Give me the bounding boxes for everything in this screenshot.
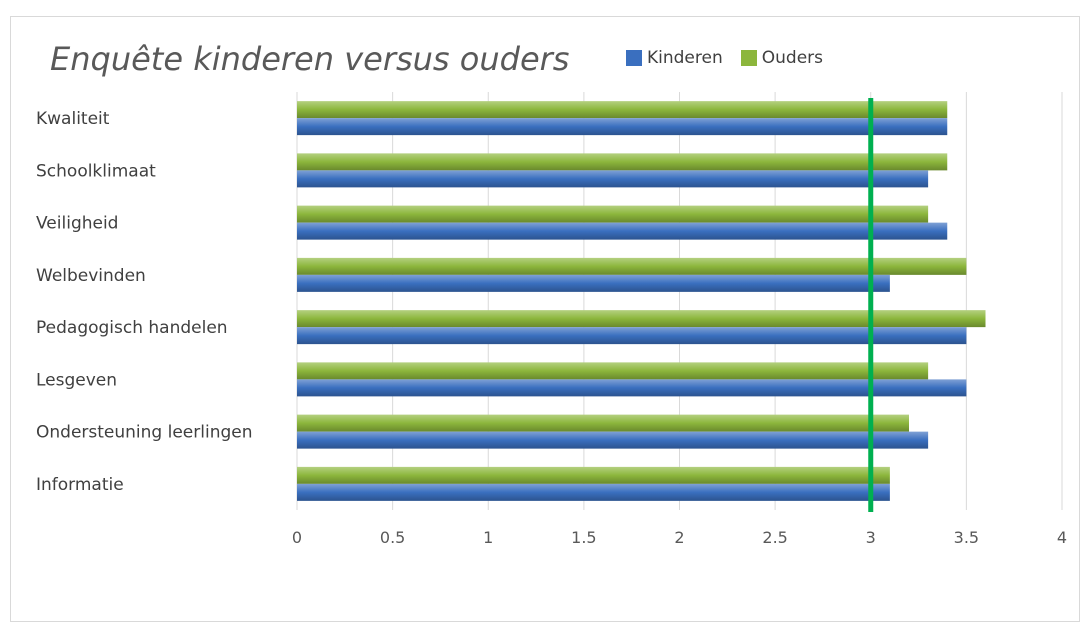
category-label-7: Informatie: [36, 475, 124, 495]
bar-ouders-3: [297, 257, 967, 275]
category-label-6: Ondersteuning leerlingen: [36, 423, 253, 443]
bar-ouders-1: [297, 153, 948, 171]
legend-swatch-ouders: [740, 50, 757, 66]
legend-label-ouders: Ouders: [761, 48, 824, 68]
category-label-3: Welbevinden: [36, 266, 146, 286]
x-tick-label-3: 1.5: [571, 528, 596, 547]
bar-ouders-2: [297, 205, 929, 223]
bar-ouders-0: [297, 101, 948, 119]
legend-item-kinderen: Kinderen: [626, 48, 723, 68]
bar-kinderen-0: [297, 118, 948, 136]
x-tick-label-6: 3: [866, 528, 876, 547]
x-tick-label-1: 0.5: [380, 528, 405, 547]
legend-swatch-kinderen: [626, 50, 642, 66]
bar-ouders-4: [297, 310, 986, 328]
legend-item-ouders: Ouders: [740, 48, 824, 68]
bar-kinderen-2: [297, 222, 948, 240]
x-tick-label-2: 1: [483, 528, 493, 547]
chart-title: Enquête kinderen versus ouders: [50, 40, 570, 78]
x-tick-label-4: 2: [674, 528, 684, 547]
bar-kinderen-1: [297, 170, 929, 188]
bar-ouders-6: [297, 414, 909, 432]
bar-kinderen-6: [297, 431, 929, 449]
x-tick-label-0: 0: [292, 528, 302, 547]
category-label-4: Pedagogisch handelen: [36, 318, 228, 338]
x-tick-label-5: 2.5: [762, 528, 787, 547]
bar-ouders-7: [297, 466, 890, 484]
category-label-0: Kwaliteit: [36, 109, 110, 129]
bar-ouders-5: [297, 362, 929, 380]
bar-kinderen-7: [297, 483, 890, 501]
bar-kinderen-4: [297, 327, 967, 345]
x-tick-label-8: 4: [1057, 528, 1067, 547]
category-label-2: Veiligheid: [36, 214, 118, 234]
bar-kinderen-5: [297, 379, 967, 397]
bar-kinderen-3: [297, 274, 890, 292]
x-tick-label-7: 3.5: [954, 528, 979, 547]
category-label-1: Schoolklimaat: [36, 161, 156, 181]
chart-legend: Kinderen Ouders: [626, 48, 823, 68]
category-label-5: Lesgeven: [36, 370, 117, 390]
legend-label-kinderen: Kinderen: [647, 48, 723, 68]
